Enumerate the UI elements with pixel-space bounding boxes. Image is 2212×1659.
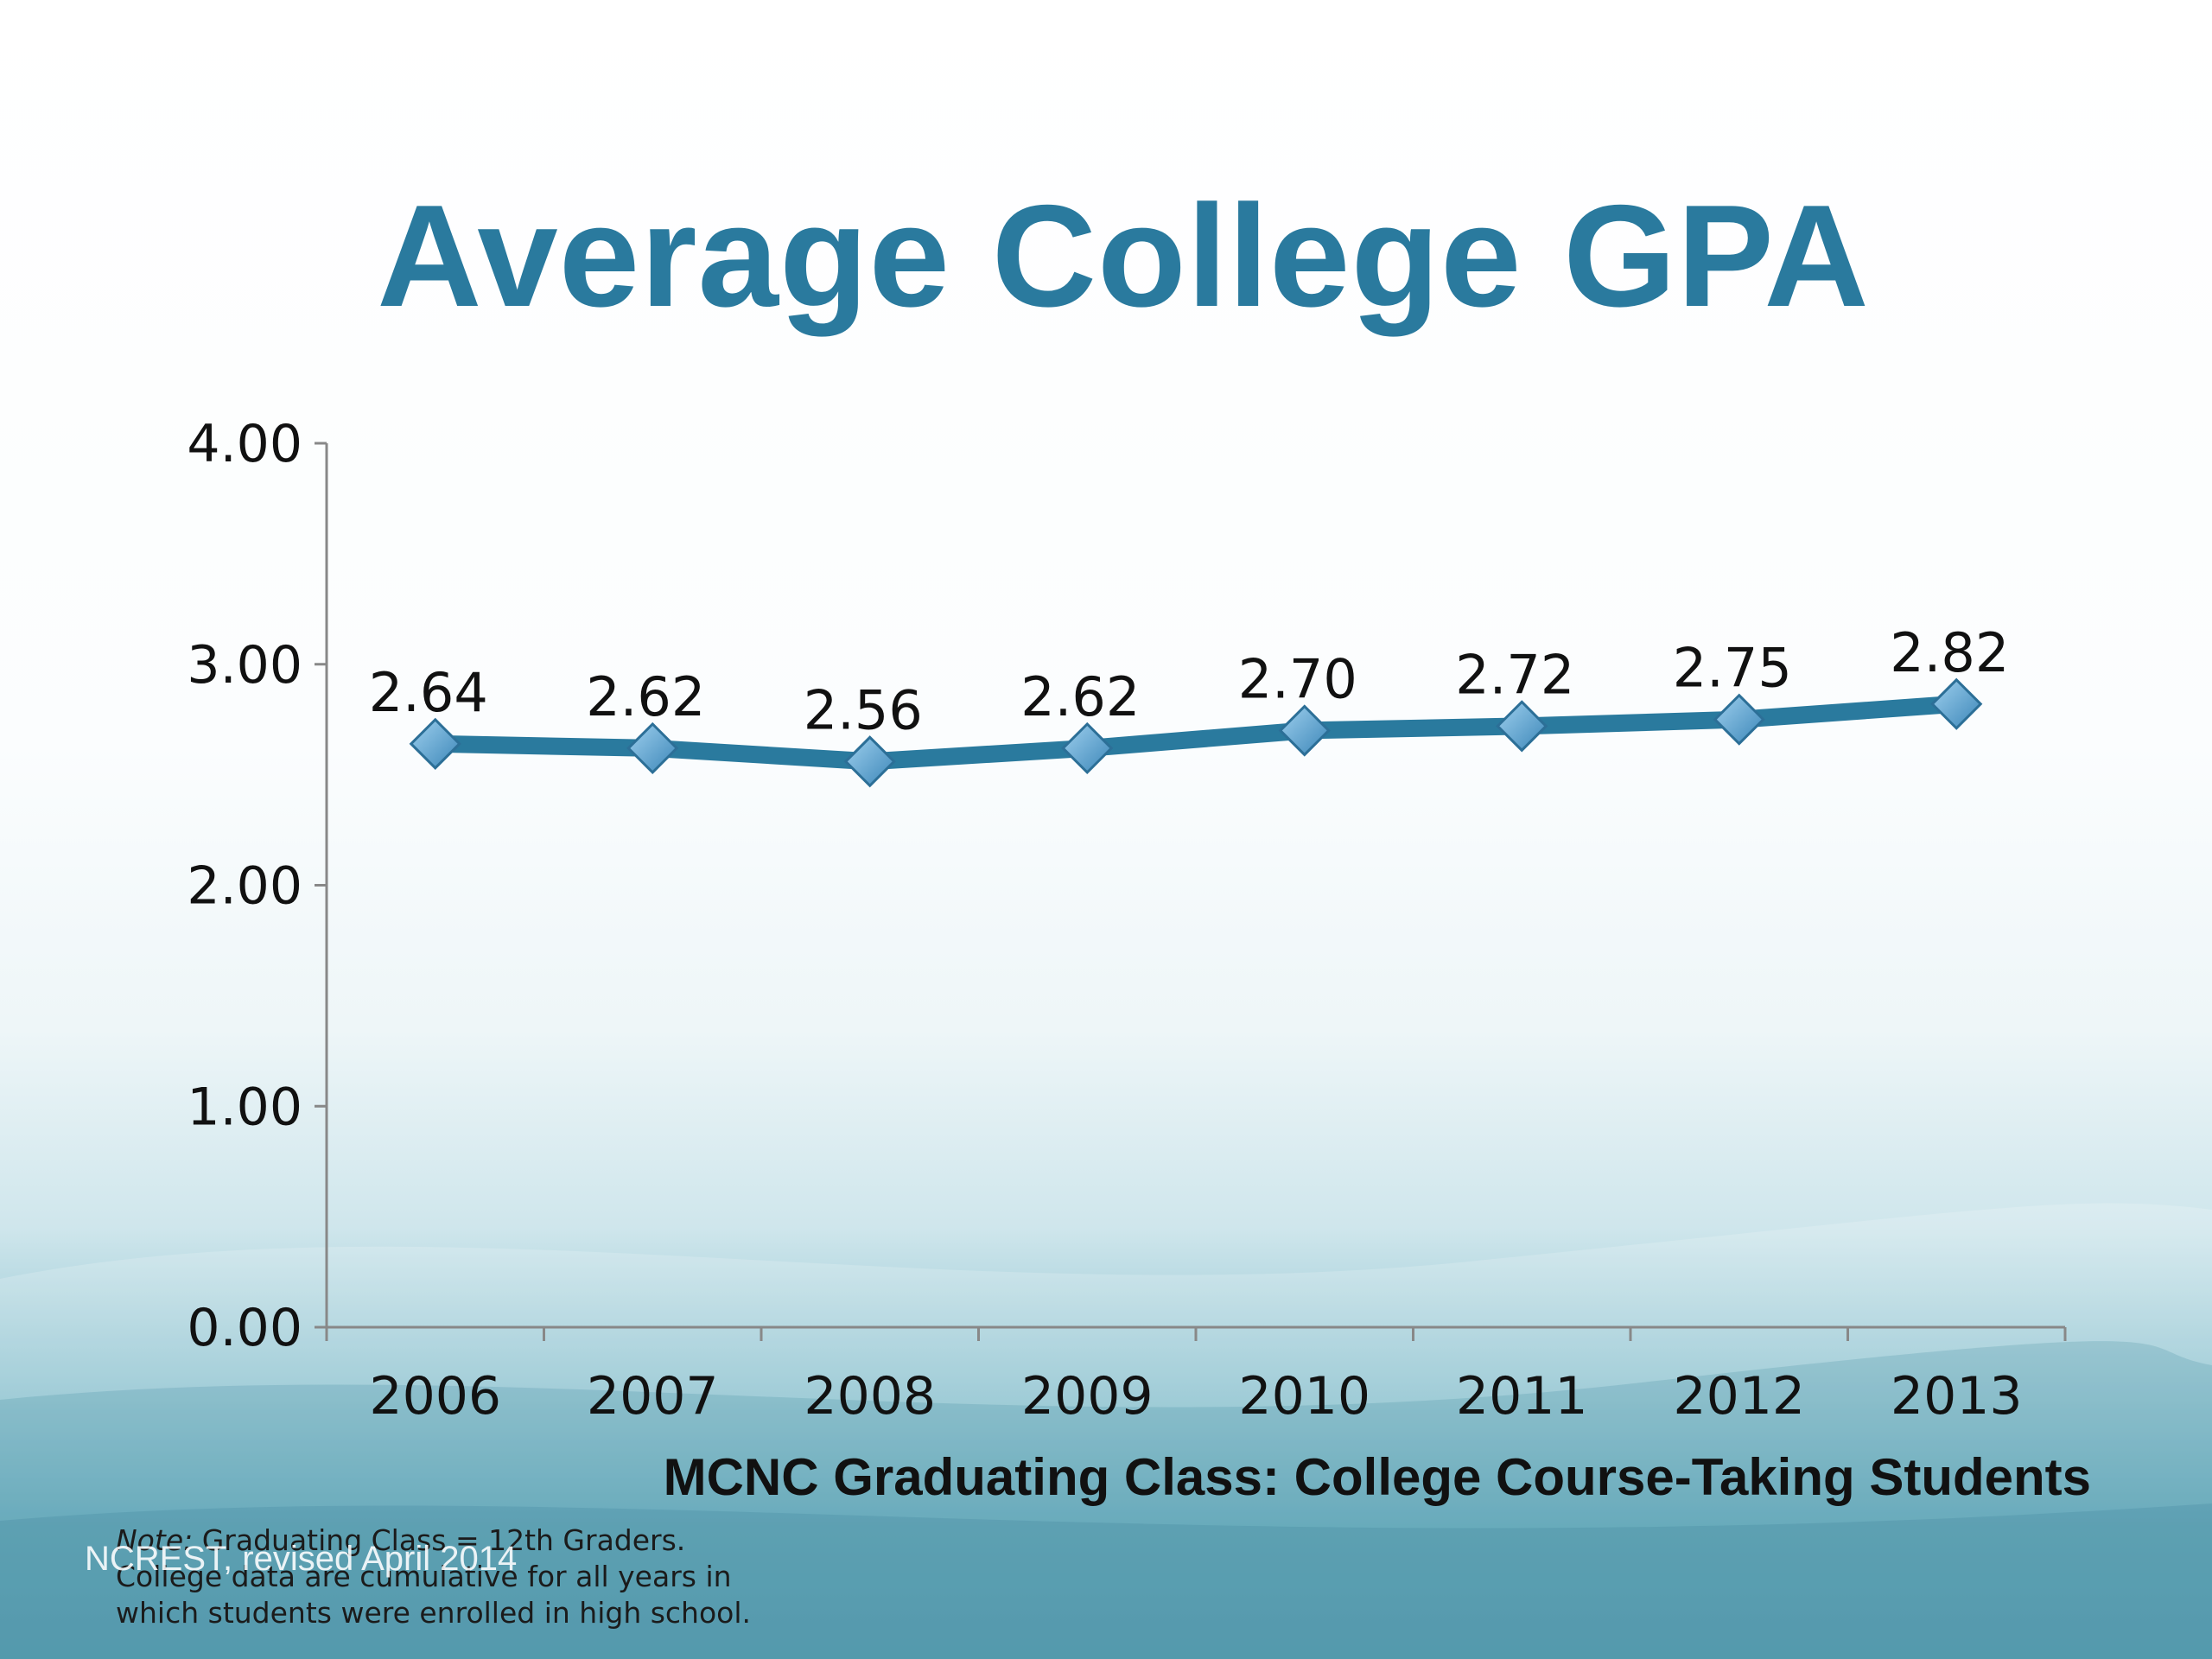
data-label: 2.82 [1890, 621, 2009, 684]
data-point-marker [843, 735, 896, 788]
y-tick-label: 3.00 [187, 635, 302, 696]
y-tick-label: 0.00 [187, 1298, 302, 1358]
data-point-marker [1713, 693, 1765, 746]
x-tick-label: 2009 [1021, 1366, 1154, 1427]
slide-title: Average College GPA [377, 175, 1870, 337]
x-tick-label: 2007 [587, 1366, 719, 1427]
series-line [426, 695, 1966, 771]
y-tick-label: 1.00 [187, 1077, 302, 1137]
data-point-marker [626, 721, 679, 775]
wave-shape-1 [0, 1203, 2212, 1659]
x-tick-label: 2011 [1456, 1366, 1588, 1427]
data-point-marker [1496, 700, 1548, 753]
x-tick-label: 2006 [369, 1366, 501, 1427]
data-label: 2.62 [1020, 665, 1140, 728]
wave-shape-2 [0, 1341, 2212, 1659]
data-point-marker [1278, 704, 1331, 757]
footnote-line-3: which students were enrolled in high sch… [116, 1596, 752, 1630]
data-point-marker [409, 717, 461, 770]
footnote-text-1: Graduating Class = 12th Graders. [193, 1523, 686, 1557]
data-label: 2.75 [1673, 637, 1792, 700]
footnote-line-1: Note: Graduating Class = 12th Graders. [116, 1522, 893, 1559]
data-label: 2.70 [1238, 647, 1357, 710]
data-label: 2.62 [586, 665, 705, 728]
footnote-line-2: College data are cumulative for all year… [116, 1560, 732, 1593]
data-point-marker [1930, 677, 1983, 730]
data-label: 2.56 [804, 678, 923, 741]
x-tick-label: 2013 [1891, 1366, 2023, 1427]
data-point-marker [1061, 721, 1114, 775]
footnote: Note: Graduating Class = 12th Graders. C… [116, 1522, 893, 1631]
x-tick-label: 2012 [1673, 1366, 1805, 1427]
data-label: 2.64 [369, 661, 488, 724]
y-tick-label: 4.00 [187, 414, 302, 474]
y-tick-label: 2.00 [187, 856, 302, 917]
x-tick-label: 2008 [804, 1366, 936, 1427]
data-label: 2.72 [1455, 643, 1574, 706]
x-tick-label: 2010 [1238, 1366, 1370, 1427]
credit-text: NCREST, revised April 2014 [85, 1540, 518, 1578]
footnote-label: Note: [116, 1523, 194, 1557]
x-axis-title: MCNC Graduating Class: College Course-Ta… [664, 1448, 2091, 1506]
wave-shape-3 [0, 1503, 2212, 1659]
